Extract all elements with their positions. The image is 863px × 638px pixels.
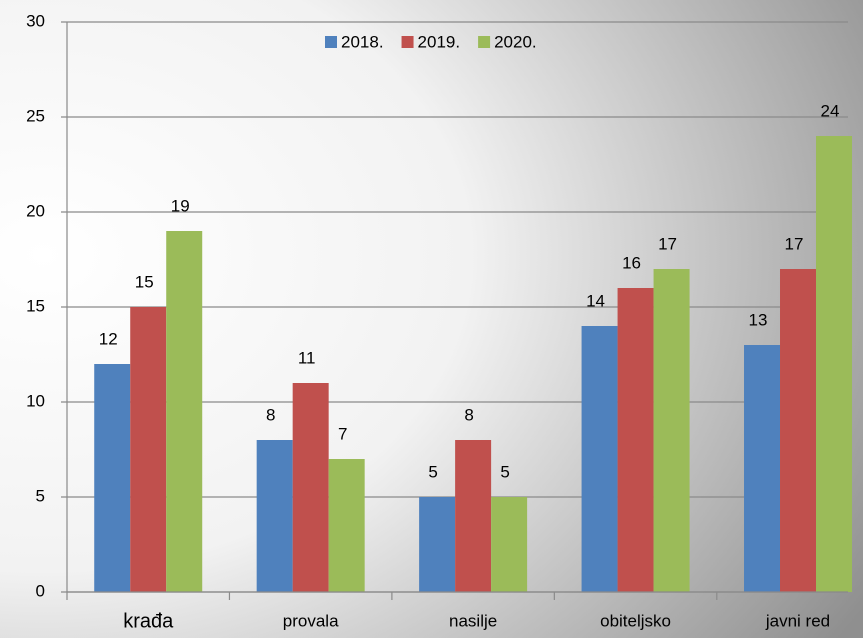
bar bbox=[581, 326, 618, 592]
x-tick-label: provala bbox=[283, 611, 339, 630]
legend-label: 2020. bbox=[494, 32, 537, 51]
bar bbox=[256, 440, 293, 592]
data-label: 11 bbox=[298, 348, 316, 367]
bar bbox=[617, 288, 654, 592]
bar bbox=[780, 269, 817, 592]
data-label: 17 bbox=[658, 234, 677, 253]
data-label: 7 bbox=[338, 424, 347, 443]
x-tick-label: krađa bbox=[123, 610, 174, 632]
y-tick-label: 30 bbox=[26, 11, 45, 30]
bar bbox=[130, 307, 167, 592]
x-tick-label: javni red bbox=[765, 611, 830, 630]
data-label: 12 bbox=[99, 329, 118, 348]
data-label: 5 bbox=[500, 462, 509, 481]
data-label: 8 bbox=[464, 405, 473, 424]
bar bbox=[419, 497, 456, 592]
data-label: 24 bbox=[821, 101, 840, 120]
y-tick-label: 10 bbox=[26, 391, 45, 410]
bar bbox=[328, 459, 365, 592]
x-tick-label: nasilje bbox=[449, 611, 497, 630]
bar bbox=[491, 497, 528, 592]
y-tick-label: 25 bbox=[26, 106, 45, 125]
bar bbox=[94, 364, 131, 592]
bar bbox=[455, 440, 492, 592]
y-tick-label: 15 bbox=[26, 296, 45, 315]
y-tick-label: 5 bbox=[36, 486, 45, 505]
y-tick-label: 20 bbox=[26, 201, 45, 220]
legend-swatch bbox=[325, 36, 337, 48]
data-label: 19 bbox=[171, 196, 190, 215]
data-label: 17 bbox=[785, 234, 804, 253]
bar bbox=[816, 136, 853, 592]
legend-swatch bbox=[478, 36, 491, 48]
legend-swatch bbox=[401, 36, 414, 48]
bar bbox=[744, 345, 781, 592]
bar bbox=[292, 383, 329, 592]
bar bbox=[653, 269, 690, 592]
legend-label: 2019. bbox=[418, 32, 461, 51]
x-tick-label: obiteljsko bbox=[600, 611, 671, 630]
bar bbox=[166, 231, 203, 592]
data-label: 16 bbox=[622, 253, 641, 272]
data-label: 13 bbox=[749, 310, 768, 329]
data-label: 8 bbox=[266, 405, 275, 424]
y-tick-label: 0 bbox=[36, 581, 45, 600]
data-label: 15 bbox=[135, 272, 154, 291]
data-label: 5 bbox=[428, 462, 437, 481]
legend-label: 2018. bbox=[341, 32, 384, 51]
data-label: 14 bbox=[586, 291, 605, 310]
